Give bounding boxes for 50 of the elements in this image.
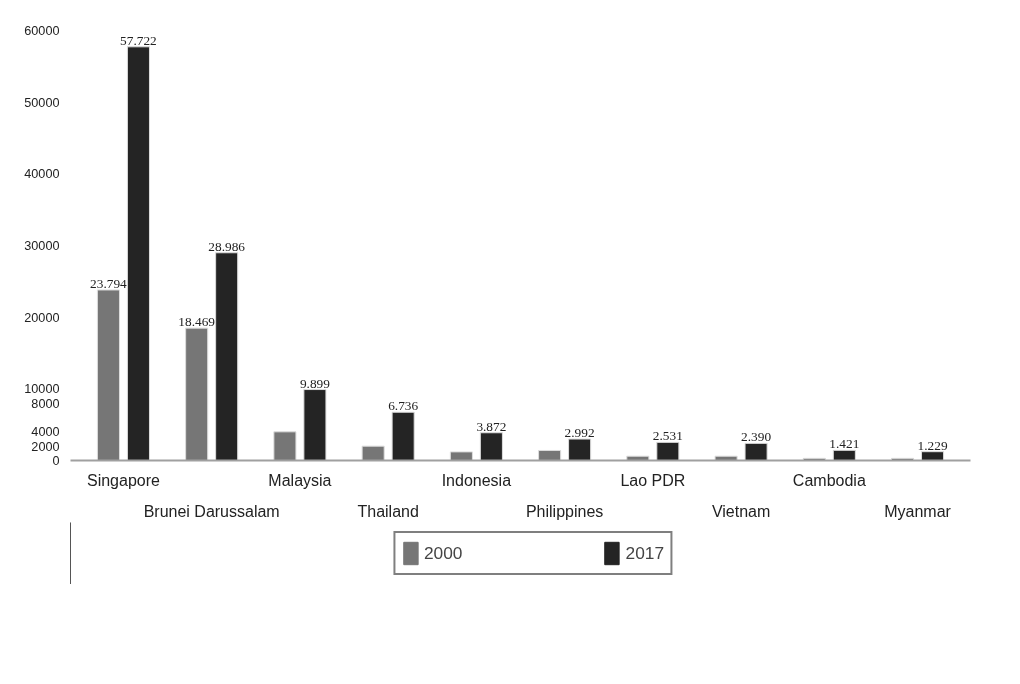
- bar: [96, 289, 120, 461]
- x-tick-label: Singapore: [86, 471, 161, 489]
- data-label: 2.390: [741, 429, 772, 445]
- data-label: 28.986: [208, 238, 246, 254]
- data-label: 1.229: [917, 437, 948, 453]
- y-tick-label: 2000: [31, 439, 60, 454]
- x-tick-label: Philippines: [525, 502, 604, 520]
- y-tick-label: 30000: [24, 239, 60, 253]
- x-tick-label: Lao PDR: [620, 471, 686, 489]
- data-label: 57.722: [120, 32, 157, 48]
- bar: [449, 451, 473, 461]
- x-tick-label: Myanmar: [884, 502, 952, 520]
- bar: [126, 46, 150, 461]
- y-tick-label: 50000: [24, 95, 60, 110]
- x-tick-label: Cambodia: [792, 471, 866, 489]
- x-tick-label: Vietnam: [711, 502, 771, 520]
- data-label: 23.794: [90, 275, 128, 291]
- bar: [568, 438, 592, 461]
- y-tick-label: 0: [52, 454, 60, 468]
- bar: [656, 441, 680, 461]
- bar: [303, 389, 327, 461]
- x-tick-label: Thailand: [357, 502, 419, 520]
- bar: [921, 451, 945, 461]
- bar: [479, 432, 503, 461]
- bar: [361, 445, 385, 461]
- x-tick-label: Indonesia: [441, 471, 512, 489]
- bar: [538, 449, 562, 461]
- bar: [185, 327, 209, 461]
- bar: [744, 442, 768, 461]
- data-label: 2.992: [564, 425, 595, 441]
- data-label: 1.421: [829, 436, 860, 452]
- data-label: 18.469: [178, 314, 216, 330]
- x-tick-label: Brunei Darussalam: [143, 502, 280, 520]
- legend-label: 2017: [625, 542, 665, 564]
- data-label: 9.899: [299, 375, 331, 391]
- x-tick-label: Malaysia: [268, 471, 332, 489]
- y-tick-label: 8000: [31, 396, 60, 411]
- y-tick-label: 60000: [24, 24, 60, 38]
- data-label: 6.736: [388, 398, 419, 414]
- bar: [273, 431, 297, 461]
- bar: [832, 449, 856, 461]
- y-tick-label: 20000: [24, 310, 60, 325]
- legend-label: 2000: [423, 542, 463, 564]
- bar: [391, 411, 415, 461]
- y-tick-label: 10000: [24, 382, 60, 397]
- data-label: 3.872: [476, 418, 507, 434]
- bar: [215, 252, 239, 461]
- data-label: 2.531: [652, 428, 683, 444]
- y-tick-label: 4000: [31, 425, 60, 440]
- y-tick-label: 40000: [24, 167, 60, 182]
